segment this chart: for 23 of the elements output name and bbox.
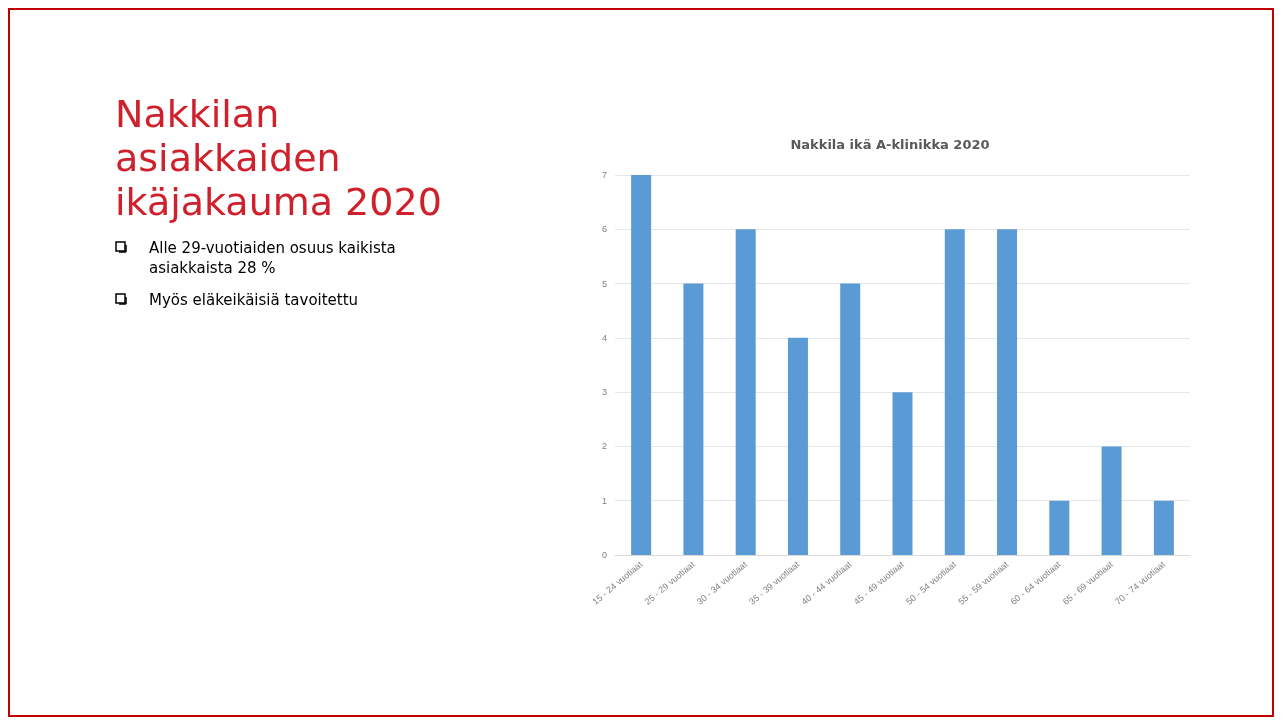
bar — [840, 283, 861, 555]
bar — [1153, 500, 1174, 555]
y-tick-label: 3 — [601, 387, 607, 398]
y-tick-label: 5 — [601, 278, 607, 289]
bar — [944, 229, 965, 555]
y-tick-label: 2 — [601, 441, 607, 452]
bar — [1049, 500, 1070, 555]
bar — [735, 229, 756, 555]
y-tick-label: 4 — [601, 332, 607, 343]
bar — [631, 175, 652, 555]
bar — [683, 283, 704, 555]
y-tick-label: 1 — [601, 495, 607, 506]
text: Myös eläkeikäisiä tavoitettu — [149, 290, 359, 310]
chart-subtitle: Nakkila ikä A-klinikka 2020 — [790, 137, 990, 152]
text: Nakkilan asiakkaiden ikäjakauma 2020 — [115, 92, 443, 224]
y-tick-label: 0 — [601, 550, 607, 560]
y-tick-label: 6 — [601, 224, 607, 235]
bar — [892, 392, 913, 555]
bar — [1101, 446, 1122, 555]
y-tick-label: 7 — [601, 170, 607, 180]
bar — [787, 337, 808, 555]
text: Alle 29-vuotiaiden osuus kaikista asiakkaista 28 % — [149, 238, 397, 278]
bar — [997, 229, 1018, 555]
